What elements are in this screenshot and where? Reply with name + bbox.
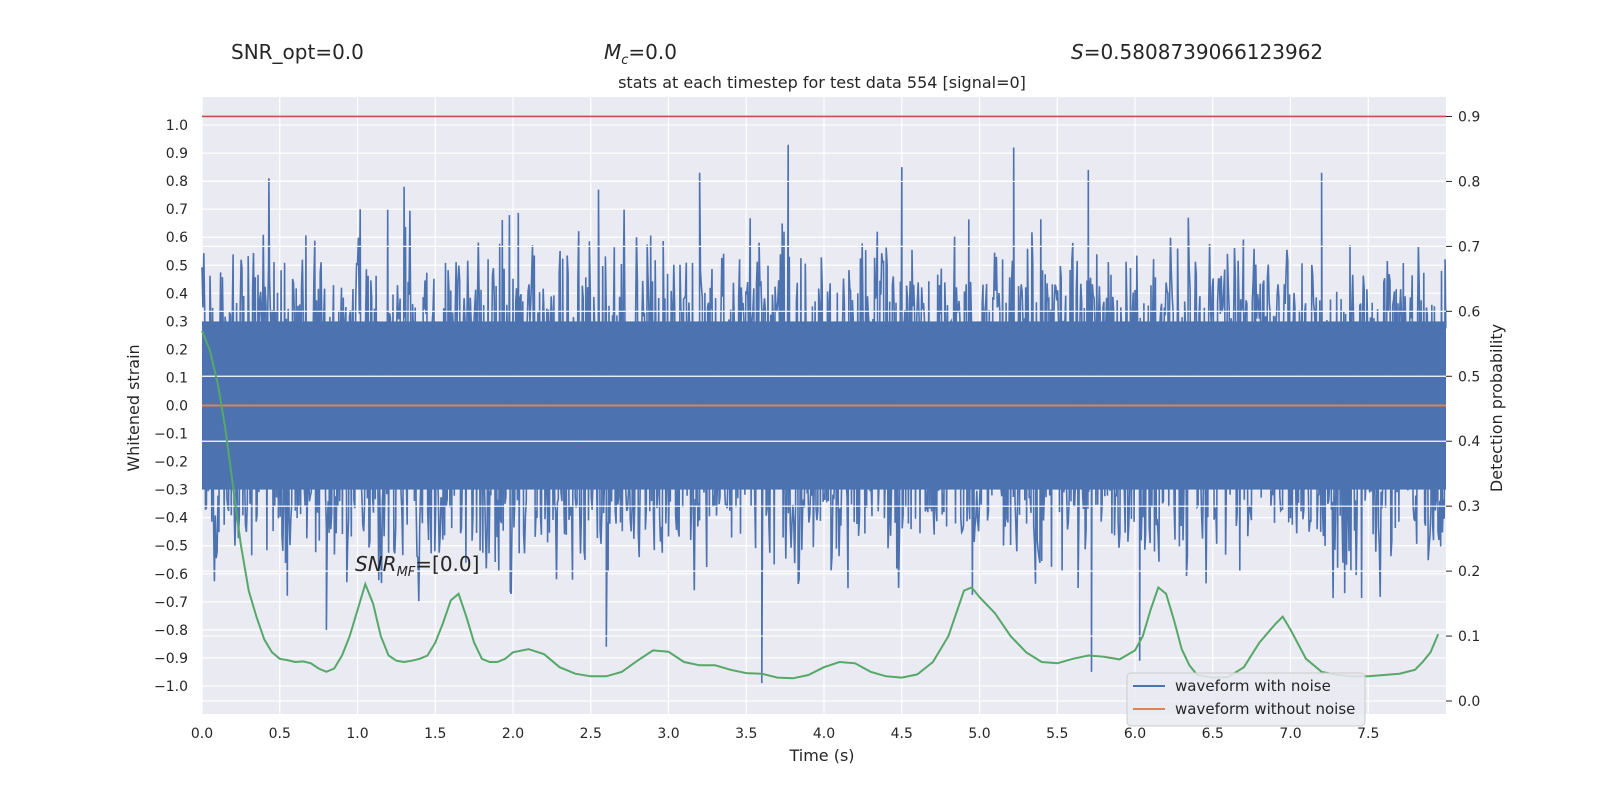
y-tick-label: 0.5: [166, 258, 188, 274]
legend-label-clean: waveform without noise: [1175, 700, 1355, 718]
x-tick-label: 2.5: [580, 726, 602, 742]
y-tick-label: 0.2: [166, 342, 188, 358]
y2-tick-label: 0.2: [1458, 564, 1480, 580]
x-tick-label: 4.5: [891, 726, 913, 742]
y-tick-label: 0.3: [166, 314, 188, 330]
x-tick-label: 2.0: [502, 726, 524, 742]
x-tick-label: 4.0: [813, 726, 835, 742]
y-tick-label: 0.4: [166, 286, 188, 302]
y2-tick-label: 0.7: [1458, 239, 1480, 255]
x-tick-label: 0.5: [269, 726, 291, 742]
y-tick-label: 0.8: [166, 174, 188, 190]
chart-title: stats at each timestep for test data 554…: [618, 73, 1026, 92]
x-axis-ticks: 0.0 0.5 1.0 1.5 2.0 2.5 3.0 3.5 4.0 4.5 5.0 5.5 6.0 6…: [191, 726, 1380, 742]
legend-label-noise: waveform with noise: [1175, 677, 1331, 695]
chirp-mass-label: Mc=0.0: [604, 40, 677, 68]
score-symbol: S: [1071, 40, 1084, 64]
y-tick-label: −0.1: [154, 427, 188, 443]
x-tick-label: 6.5: [1202, 726, 1224, 742]
chirp-mass-subscript: c: [621, 53, 628, 68]
y-tick-label: −0.3: [154, 483, 188, 499]
y2-tick-label: 0.6: [1458, 304, 1480, 320]
y-tick-label: −0.9: [154, 651, 188, 667]
x-tick-label: 1.5: [424, 726, 446, 742]
y-axis-ticks: 1.0 0.9 0.8 0.7 0.6 0.5 0.4 0.3 0.2 0.1 0.0 −0.1 −0.…: [154, 118, 188, 695]
x-tick-label: 3.0: [657, 726, 679, 742]
x-tick-label: 0.0: [191, 726, 213, 742]
snr-mf-label: SNRMF=[0.0]: [355, 552, 479, 580]
y-tick-label: 1.0: [166, 118, 188, 134]
legend-box: [1126, 672, 1366, 727]
x-axis-label: Time (s): [788, 746, 854, 765]
noise-trace: [201, 144, 1447, 684]
y-tick-label: 0.7: [166, 202, 188, 218]
y2-tick-label: 0.4: [1458, 434, 1480, 450]
y-tick-label: −0.7: [154, 595, 188, 611]
y-tick-label: 0.1: [166, 370, 188, 386]
chirp-mass-value: =0.0: [628, 40, 677, 64]
x-tick-label: 7.5: [1357, 726, 1379, 742]
y-tick-label: 0.0: [166, 399, 188, 415]
y2-tick-label: 0.0: [1458, 694, 1480, 710]
y2-tick-label: 0.5: [1458, 369, 1480, 385]
x-tick-label: 7.0: [1279, 726, 1301, 742]
y2-tick-label: 0.1: [1458, 629, 1480, 645]
snr-mf-subscript: MF: [397, 565, 416, 580]
y-tick-label: −0.2: [154, 455, 188, 471]
x-tick-label: 6.0: [1124, 726, 1146, 742]
y-axis-label: Whitened strain: [124, 344, 143, 471]
y-tick-label: −0.6: [154, 567, 188, 583]
y2-axis-ticks: 0.9 0.8 0.7 0.6 0.5 0.4 0.3 0.2 0.1 0.0: [1446, 109, 1480, 710]
y-tick-label: −0.8: [154, 623, 188, 639]
x-tick-label: 1.0: [346, 726, 368, 742]
y2-tick-label: 0.9: [1458, 109, 1480, 125]
snr-mf-symbol: SNR: [355, 552, 397, 576]
y-tick-label: 0.9: [166, 146, 188, 162]
y-tick-label: 0.6: [166, 230, 188, 246]
x-tick-label: 5.0: [968, 726, 990, 742]
y-tick-label: −0.4: [154, 511, 188, 527]
snr-opt-label: SNR_opt=0.0: [231, 40, 364, 64]
x-tick-label: 3.5: [735, 726, 757, 742]
snr-mf-value: =[0.0]: [415, 552, 479, 576]
score-label: S=0.5808739066123962: [1071, 40, 1323, 64]
legend: waveform with noise waveform without noi…: [1126, 672, 1366, 727]
chirp-mass-symbol: M: [604, 40, 621, 64]
x-tick-label: 5.5: [1046, 726, 1068, 742]
y2-tick-label: 0.8: [1458, 174, 1480, 190]
y2-tick-label: 0.3: [1458, 499, 1480, 515]
score-value: =0.5808739066123962: [1084, 40, 1323, 64]
y-tick-label: −0.5: [154, 539, 188, 555]
y-tick-label: −1.0: [154, 679, 188, 695]
y2-axis-label: Detection probability: [1487, 324, 1506, 492]
